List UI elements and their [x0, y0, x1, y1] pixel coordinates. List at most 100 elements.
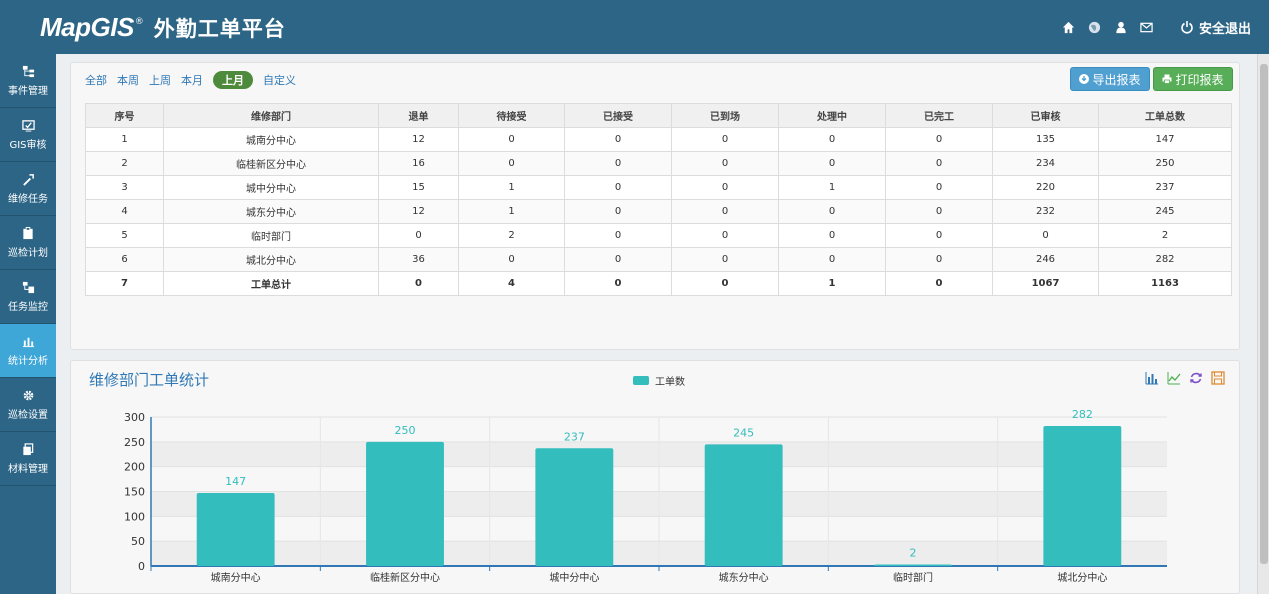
- cell: 0: [671, 247, 779, 272]
- mail-icon[interactable]: [1140, 20, 1154, 34]
- cell: 工单总计: [163, 271, 379, 296]
- cell: 0: [885, 223, 993, 248]
- cell: 0: [671, 199, 779, 224]
- logo-registered: ®: [134, 16, 144, 27]
- cell: 0: [885, 271, 993, 296]
- col-audited: 已审核: [992, 103, 1099, 128]
- col-completed: 已完工: [885, 103, 993, 128]
- bar-view-icon[interactable]: [1145, 371, 1159, 385]
- gear-icon: [21, 389, 35, 403]
- user-icon[interactable]: [1114, 20, 1128, 34]
- scrollbar-thumb[interactable]: [1260, 64, 1268, 564]
- data-label: 2: [910, 547, 917, 560]
- sidebar-item-label: 维修任务: [8, 193, 48, 205]
- table-row: 1 城南分中心 12 0 0 0 0 0 135 147: [85, 127, 1232, 152]
- sidebar-item-materials[interactable]: 材料管理: [0, 432, 56, 486]
- cell: 0: [778, 127, 886, 152]
- cell: 6: [85, 247, 164, 272]
- x-tick-label: 城东分中心: [719, 571, 769, 584]
- cell: 城南分中心: [163, 127, 379, 152]
- y-tick-label: 300: [124, 411, 145, 424]
- download-icon: [1079, 74, 1090, 84]
- cell: 232: [992, 199, 1099, 224]
- cell: 2: [458, 223, 565, 248]
- table-row: 5 临时部门 0 2 0 0 0 0 0 2: [85, 223, 1232, 248]
- x-tick-label: 临时部门: [893, 571, 933, 584]
- cell: 1: [458, 199, 565, 224]
- cell: 0: [671, 151, 779, 176]
- cell: 0: [671, 271, 779, 296]
- sidebar-item-monitor[interactable]: 任务监控: [0, 270, 56, 324]
- app-title: 外勤工单平台: [153, 16, 286, 41]
- x-tick-label: 城中分中心: [549, 571, 599, 584]
- work-order-table: 序号 维修部门 退单 待接受 已接受 已到场 处理中 已完工 已审核 工单总数 …: [85, 103, 1232, 296]
- save-icon[interactable]: [1211, 371, 1225, 385]
- col-total: 工单总数: [1098, 103, 1232, 128]
- x-tick-label: 城南分中心: [211, 571, 261, 584]
- filter-this-month[interactable]: 本月: [181, 74, 203, 87]
- stack-icon: [21, 443, 35, 457]
- globe-icon[interactable]: [1088, 20, 1102, 34]
- cell: 0: [885, 247, 993, 272]
- cell: 237: [1098, 175, 1232, 200]
- cell: 城北分中心: [163, 247, 379, 272]
- print-report-button[interactable]: 打印报表: [1153, 67, 1233, 91]
- export-report-button[interactable]: 导出报表: [1070, 67, 1150, 91]
- filter-last-month[interactable]: 上月: [213, 71, 253, 89]
- sidebar-item-label: 材料管理: [8, 463, 48, 475]
- cell: 0: [564, 151, 672, 176]
- bar: [874, 564, 952, 566]
- sidebar-item-statistics[interactable]: 统计分析: [0, 324, 56, 378]
- col-pending: 待接受: [458, 103, 565, 128]
- col-accepted: 已接受: [564, 103, 672, 128]
- x-tick-label: 临桂新区分中心: [370, 571, 440, 584]
- cell: 1: [458, 175, 565, 200]
- cell: 0: [778, 151, 886, 176]
- filter-custom[interactable]: 自定义: [263, 74, 296, 87]
- wrench-icon: [21, 173, 35, 187]
- table-header-row: 序号 维修部门 退单 待接受 已接受 已到场 处理中 已完工 已审核 工单总数: [85, 103, 1232, 128]
- sidebar-item-patrol-plan[interactable]: 巡检计划: [0, 216, 56, 270]
- cell: 0: [778, 199, 886, 224]
- col-returned: 退单: [378, 103, 459, 128]
- table-total-row: 7 工单总计 0 4 0 0 1 0 1067 1163: [85, 271, 1232, 296]
- cell: 250: [1098, 151, 1232, 176]
- cell: 城东分中心: [163, 199, 379, 224]
- chart-toolbox: [1145, 371, 1225, 385]
- bar-chart-icon: [21, 335, 35, 349]
- filter-this-week[interactable]: 本周: [117, 74, 139, 87]
- cell: 0: [885, 151, 993, 176]
- sidebar-item-patrol-settings[interactable]: 巡检设置: [0, 378, 56, 432]
- sidebar-item-gis-audit[interactable]: GIS审核: [0, 108, 56, 162]
- page-scrollbar[interactable]: [1257, 54, 1269, 594]
- y-tick-label: 200: [124, 461, 145, 474]
- cell: 0: [378, 223, 459, 248]
- home-icon[interactable]: [1062, 20, 1076, 34]
- app-logo: MapGIS ® 外勤工单平台: [40, 12, 286, 43]
- table-row: 4 城东分中心 12 1 0 0 0 0 232 245: [85, 199, 1232, 224]
- sidebar-item-event[interactable]: 事件管理: [0, 54, 56, 108]
- chart-legend[interactable]: 工单数: [633, 373, 685, 388]
- refresh-icon[interactable]: [1189, 371, 1203, 385]
- cell: 1: [778, 175, 886, 200]
- chart-title: 维修部门工单统计: [89, 371, 210, 389]
- cell: 1067: [992, 271, 1099, 296]
- filter-last-week[interactable]: 上周: [149, 74, 171, 87]
- cell: 0: [992, 223, 1099, 248]
- sidebar-item-repair[interactable]: 维修任务: [0, 162, 56, 216]
- y-tick-label: 100: [124, 510, 145, 523]
- cell: 0: [458, 247, 565, 272]
- cell: 0: [885, 199, 993, 224]
- cell: 0: [564, 127, 672, 152]
- col-processing: 处理中: [778, 103, 886, 128]
- line-view-icon[interactable]: [1167, 371, 1181, 385]
- filter-all[interactable]: 全部: [85, 74, 107, 87]
- logout-button[interactable]: 安全退出: [1180, 18, 1251, 37]
- data-label: 250: [395, 424, 416, 437]
- sidebar-item-label: 巡检设置: [8, 409, 48, 421]
- cell: 246: [992, 247, 1099, 272]
- app-header: MapGIS ® 外勤工单平台 安全退出: [0, 0, 1269, 54]
- x-tick-label: 城北分中心: [1057, 571, 1107, 584]
- event-icon: [21, 65, 35, 79]
- cell: 0: [564, 271, 672, 296]
